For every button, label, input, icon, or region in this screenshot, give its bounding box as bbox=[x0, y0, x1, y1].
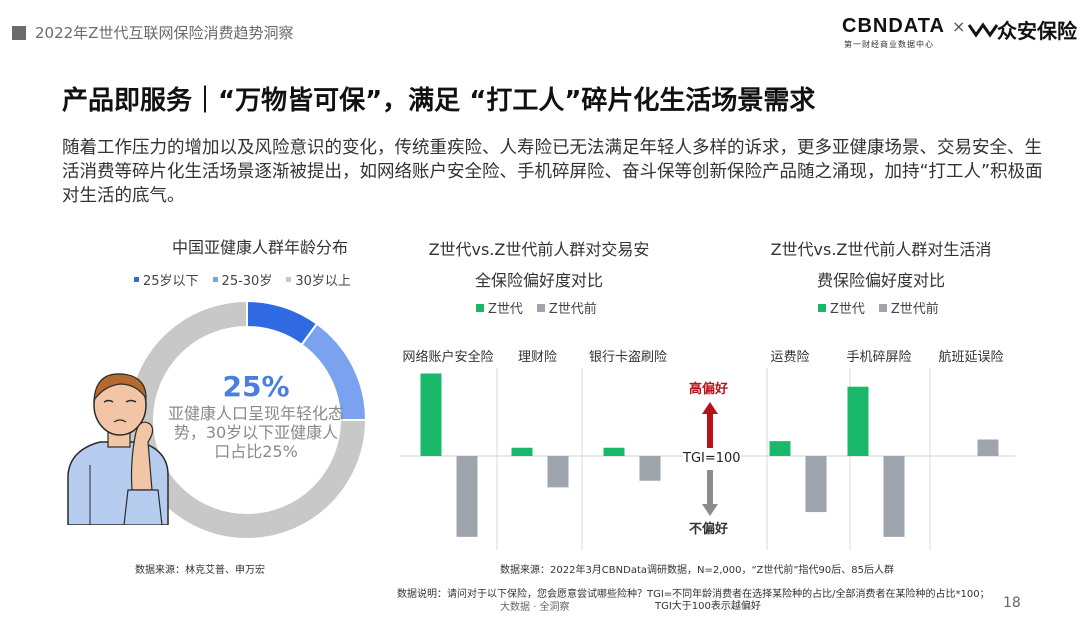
tgi-baseline-label: TGI=100 bbox=[683, 451, 741, 466]
legend-label: Z世代 bbox=[830, 302, 865, 317]
legend-item-pre-z: Z世代前 bbox=[536, 298, 597, 317]
bar-chart-2-title-line1: Z世代vs.Z世代前人群对生活消 bbox=[770, 240, 992, 259]
zhongan-logo: 众安保险 bbox=[997, 19, 1077, 43]
data-note-line2: TGI大于100表示越偏好 bbox=[655, 601, 761, 612]
bar-pre-z-generation bbox=[805, 456, 827, 513]
arrow-up-icon bbox=[702, 402, 718, 448]
bar-z-generation bbox=[511, 447, 533, 456]
header-square-icon bbox=[12, 26, 26, 40]
footer-brand: 大数据 · 全洞察 bbox=[500, 602, 570, 613]
donut-legend: 25岁以下 25-30岁 30岁以上 bbox=[134, 270, 365, 289]
donut-source: 数据来源：林克艾普、申万宏 bbox=[135, 565, 265, 576]
brand-separator: × bbox=[952, 17, 966, 36]
bar-pre-z-generation bbox=[883, 456, 905, 537]
legend-label: 25-30岁 bbox=[221, 274, 273, 289]
legend-item-25-30: 25-30岁 bbox=[212, 270, 273, 289]
page-title: 产品即服务｜“万物皆可保”，满足 “打工人”碎片化生活场景需求 bbox=[62, 86, 816, 116]
donut-chart bbox=[127, 300, 368, 540]
zhongan-logo-icon bbox=[968, 22, 998, 38]
brand-logo-group: CBNDATA 第一财经商业数据中心 × 众安保险 bbox=[842, 15, 1077, 55]
legend-label: 25岁以下 bbox=[143, 274, 199, 289]
legend-swatch bbox=[536, 303, 545, 312]
report-title: 2022年Z世代互联网保险消费趋势洞察 bbox=[35, 24, 294, 42]
legend-item-over30: 30岁以上 bbox=[286, 270, 351, 289]
bar-pre-z-generation bbox=[977, 439, 999, 456]
low-preference-label: 不偏好 bbox=[689, 522, 729, 537]
cbndata-logo: CBNDATA bbox=[842, 15, 945, 37]
legend-label: Z世代 bbox=[488, 302, 523, 317]
legend-swatch bbox=[134, 277, 139, 282]
bar-chart-2-legend: Z世代 Z世代前 bbox=[818, 298, 953, 317]
bar-chart-1-title-line1: Z世代vs.Z世代前人群对交易安 bbox=[428, 240, 650, 259]
legend-label: Z世代前 bbox=[548, 302, 597, 317]
legend-item-z: Z世代 bbox=[476, 298, 523, 317]
legend-item-under25: 25岁以下 bbox=[134, 270, 199, 289]
category-label: 运费险 bbox=[770, 350, 810, 365]
bar-source: 数据来源：2022年3月CBNData调研数据，N=2,000，“Z世代前”指代… bbox=[500, 565, 894, 576]
legend-swatch bbox=[818, 303, 826, 312]
high-preference-label: 高偏好 bbox=[689, 382, 729, 397]
bar-z-generation bbox=[847, 386, 869, 456]
bar-chart-2-title-line2: 费保险偏好度对比 bbox=[816, 271, 945, 290]
bar-pre-z-generation bbox=[547, 456, 569, 488]
bar-pre-z-generation bbox=[456, 456, 478, 537]
page-number: 18 bbox=[1003, 595, 1021, 611]
bar-chart-2-title: Z世代vs.Z世代前人群对生活消 费保险偏好度对比 bbox=[750, 234, 1012, 296]
bar-charts bbox=[400, 368, 1015, 550]
donut-slice bbox=[127, 300, 368, 540]
arrow-down-icon bbox=[702, 470, 718, 516]
bar-chart-1-title-line2: 全保险偏好度对比 bbox=[474, 271, 603, 290]
intro-paragraph: 随着工作压力的增加以及风险意识的变化，传统重疾险、人寿险已无法满足年轻人多样的诉… bbox=[62, 138, 1043, 206]
legend-swatch bbox=[476, 303, 484, 312]
legend-swatch bbox=[286, 277, 292, 282]
category-label: 航班延误险 bbox=[938, 350, 1004, 365]
legend-label: Z世代前 bbox=[890, 302, 939, 317]
bar-pre-z-generation bbox=[639, 456, 661, 481]
donut-center-text: 亚健康人口呈现年轻化态势，30岁以下亚健康人口占比25% bbox=[167, 404, 344, 461]
legend-label: 30岁以上 bbox=[295, 274, 351, 289]
category-label: 理财险 bbox=[517, 350, 557, 365]
bar-z-generation bbox=[769, 441, 791, 456]
donut-center-value: 25% bbox=[222, 370, 290, 403]
bar-chart-1-title: Z世代vs.Z世代前人群对交易安 全保险偏好度对比 bbox=[408, 234, 670, 296]
person-illustration-icon bbox=[67, 373, 169, 525]
bar-z-generation bbox=[420, 373, 442, 456]
legend-swatch bbox=[212, 277, 218, 282]
cbndata-subtitle: 第一财经商业数据中心 bbox=[844, 40, 934, 49]
category-label: 网络账户安全险 bbox=[402, 350, 494, 365]
legend-item-z: Z世代 bbox=[818, 298, 865, 317]
data-note-line1: 数据说明：请问对于以下保险，您会愿意尝试哪些险种？TGI=不同年龄消费者在选择某… bbox=[397, 589, 990, 600]
category-label: 银行卡盗刷险 bbox=[588, 350, 667, 365]
legend-item-pre-z: Z世代前 bbox=[878, 298, 939, 317]
bar-chart-1-legend: Z世代 Z世代前 bbox=[476, 298, 611, 317]
category-label: 手机碎屏险 bbox=[846, 350, 912, 365]
bar-z-generation bbox=[603, 447, 625, 456]
donut-title: 中国亚健康人群年龄分布 bbox=[171, 238, 348, 257]
legend-swatch bbox=[878, 303, 887, 312]
